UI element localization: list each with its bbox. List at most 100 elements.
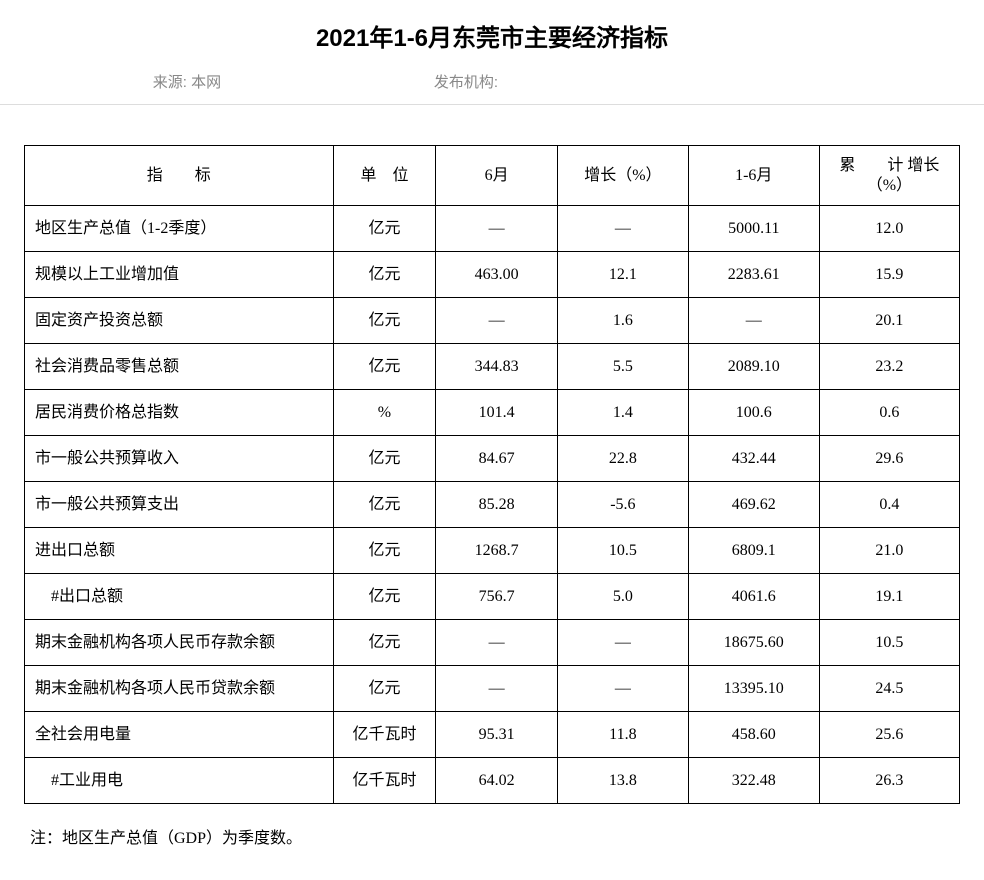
cell-m6: 95.31	[436, 712, 558, 758]
cell-cum: 15.9	[819, 252, 959, 298]
cell-growth: —	[557, 666, 688, 712]
th-indicator: 指 标	[25, 146, 334, 206]
cell-indicator: 市一般公共预算支出	[25, 482, 334, 528]
cell-indicator: 固定资产投资总额	[25, 298, 334, 344]
cell-ytd: 458.60	[688, 712, 819, 758]
cell-ytd: 2089.10	[688, 344, 819, 390]
cell-unit: 亿元	[333, 298, 436, 344]
cell-m6: 756.7	[436, 574, 558, 620]
cell-unit: 亿元	[333, 436, 436, 482]
cell-cum: 23.2	[819, 344, 959, 390]
cell-indicator: 市一般公共预算收入	[25, 436, 334, 482]
cell-growth: 5.0	[557, 574, 688, 620]
cell-unit: 亿元	[333, 574, 436, 620]
cell-ytd: 469.62	[688, 482, 819, 528]
cell-growth: -5.6	[557, 482, 688, 528]
cell-growth: 11.8	[557, 712, 688, 758]
table-row: 期末金融机构各项人民币存款余额 亿元 — — 18675.60 10.5	[25, 620, 960, 666]
cell-growth: —	[557, 620, 688, 666]
cell-unit: 亿元	[333, 620, 436, 666]
meta-row: 来源: 本网 发布机构:	[0, 67, 984, 105]
cell-ytd: 13395.10	[688, 666, 819, 712]
cell-ytd: 18675.60	[688, 620, 819, 666]
cell-cum: 24.5	[819, 666, 959, 712]
cell-m6: 1268.7	[436, 528, 558, 574]
page-title: 2021年1-6月东莞市主要经济指标	[0, 0, 984, 67]
table-row: 全社会用电量 亿千瓦时 95.31 11.8 458.60 25.6	[25, 712, 960, 758]
source-label: 来源:	[153, 74, 187, 91]
cell-m6: 101.4	[436, 390, 558, 436]
th-ytd: 1-6月	[688, 146, 819, 206]
cell-cum: 29.6	[819, 436, 959, 482]
table-row: 期末金融机构各项人民币贷款余额 亿元 — — 13395.10 24.5	[25, 666, 960, 712]
cell-growth: 10.5	[557, 528, 688, 574]
cell-indicator: 社会消费品零售总额	[25, 344, 334, 390]
cell-cum: 20.1	[819, 298, 959, 344]
cell-growth: 1.4	[557, 390, 688, 436]
meta-publisher: 发布机构:	[374, 71, 984, 92]
cell-cum: 12.0	[819, 206, 959, 252]
table-row: 市一般公共预算收入 亿元 84.67 22.8 432.44 29.6	[25, 436, 960, 482]
cell-growth: —	[557, 206, 688, 252]
meta-source: 来源: 本网	[0, 71, 374, 92]
cell-ytd: 6809.1	[688, 528, 819, 574]
cell-growth: 13.8	[557, 758, 688, 804]
cell-unit: 亿元	[333, 252, 436, 298]
cell-unit: 亿千瓦时	[333, 758, 436, 804]
cell-m6: —	[436, 206, 558, 252]
table-row: 社会消费品零售总额 亿元 344.83 5.5 2089.10 23.2	[25, 344, 960, 390]
cell-m6: —	[436, 298, 558, 344]
cell-m6: —	[436, 620, 558, 666]
cell-cum: 21.0	[819, 528, 959, 574]
cell-m6: 85.28	[436, 482, 558, 528]
cell-growth: 12.1	[557, 252, 688, 298]
cell-growth: 22.8	[557, 436, 688, 482]
cell-cum: 0.6	[819, 390, 959, 436]
footnote: 注：地区生产总值（GDP）为季度数。	[0, 814, 984, 868]
table-row: #工业用电 亿千瓦时 64.02 13.8 322.48 26.3	[25, 758, 960, 804]
cell-cum: 25.6	[819, 712, 959, 758]
cell-m6: 344.83	[436, 344, 558, 390]
cell-unit: 亿元	[333, 206, 436, 252]
cell-indicator: 地区生产总值（1-2季度）	[25, 206, 334, 252]
table-row: 居民消费价格总指数 % 101.4 1.4 100.6 0.6	[25, 390, 960, 436]
th-growth: 增长（%）	[557, 146, 688, 206]
cell-indicator: 期末金融机构各项人民币存款余额	[25, 620, 334, 666]
cell-indicator: 进出口总额	[25, 528, 334, 574]
source-value: 本网	[191, 74, 221, 91]
th-month6: 6月	[436, 146, 558, 206]
cell-unit: %	[333, 390, 436, 436]
cell-ytd: 322.48	[688, 758, 819, 804]
cell-m6: 463.00	[436, 252, 558, 298]
economic-indicators-table: 指 标 单 位 6月 增长（%） 1-6月 累 计 增长（%） 地区生产总值（1…	[24, 145, 960, 804]
table-row: 进出口总额 亿元 1268.7 10.5 6809.1 21.0	[25, 528, 960, 574]
table-row: 地区生产总值（1-2季度） 亿元 — — 5000.11 12.0	[25, 206, 960, 252]
cell-unit: 亿元	[333, 344, 436, 390]
cell-m6: 64.02	[436, 758, 558, 804]
cell-ytd: 5000.11	[688, 206, 819, 252]
cell-cum: 10.5	[819, 620, 959, 666]
cell-indicator: 居民消费价格总指数	[25, 390, 334, 436]
cell-unit: 亿元	[333, 666, 436, 712]
cell-cum: 26.3	[819, 758, 959, 804]
cell-ytd: 4061.6	[688, 574, 819, 620]
table-header-row: 指 标 单 位 6月 增长（%） 1-6月 累 计 增长（%）	[25, 146, 960, 206]
cell-unit: 亿元	[333, 482, 436, 528]
th-unit: 单 位	[333, 146, 436, 206]
table-row: 固定资产投资总额 亿元 — 1.6 — 20.1	[25, 298, 960, 344]
th-cum-growth: 累 计 增长（%）	[819, 146, 959, 206]
cell-cum: 19.1	[819, 574, 959, 620]
cell-cum: 0.4	[819, 482, 959, 528]
cell-ytd: 100.6	[688, 390, 819, 436]
cell-indicator: 规模以上工业增加值	[25, 252, 334, 298]
publisher-label: 发布机构:	[434, 74, 498, 91]
cell-m6: 84.67	[436, 436, 558, 482]
cell-m6: —	[436, 666, 558, 712]
cell-growth: 5.5	[557, 344, 688, 390]
cell-ytd: 432.44	[688, 436, 819, 482]
cell-unit: 亿元	[333, 528, 436, 574]
cell-growth: 1.6	[557, 298, 688, 344]
cell-indicator: #出口总额	[25, 574, 334, 620]
table-row: 市一般公共预算支出 亿元 85.28 -5.6 469.62 0.4	[25, 482, 960, 528]
cell-indicator: 全社会用电量	[25, 712, 334, 758]
